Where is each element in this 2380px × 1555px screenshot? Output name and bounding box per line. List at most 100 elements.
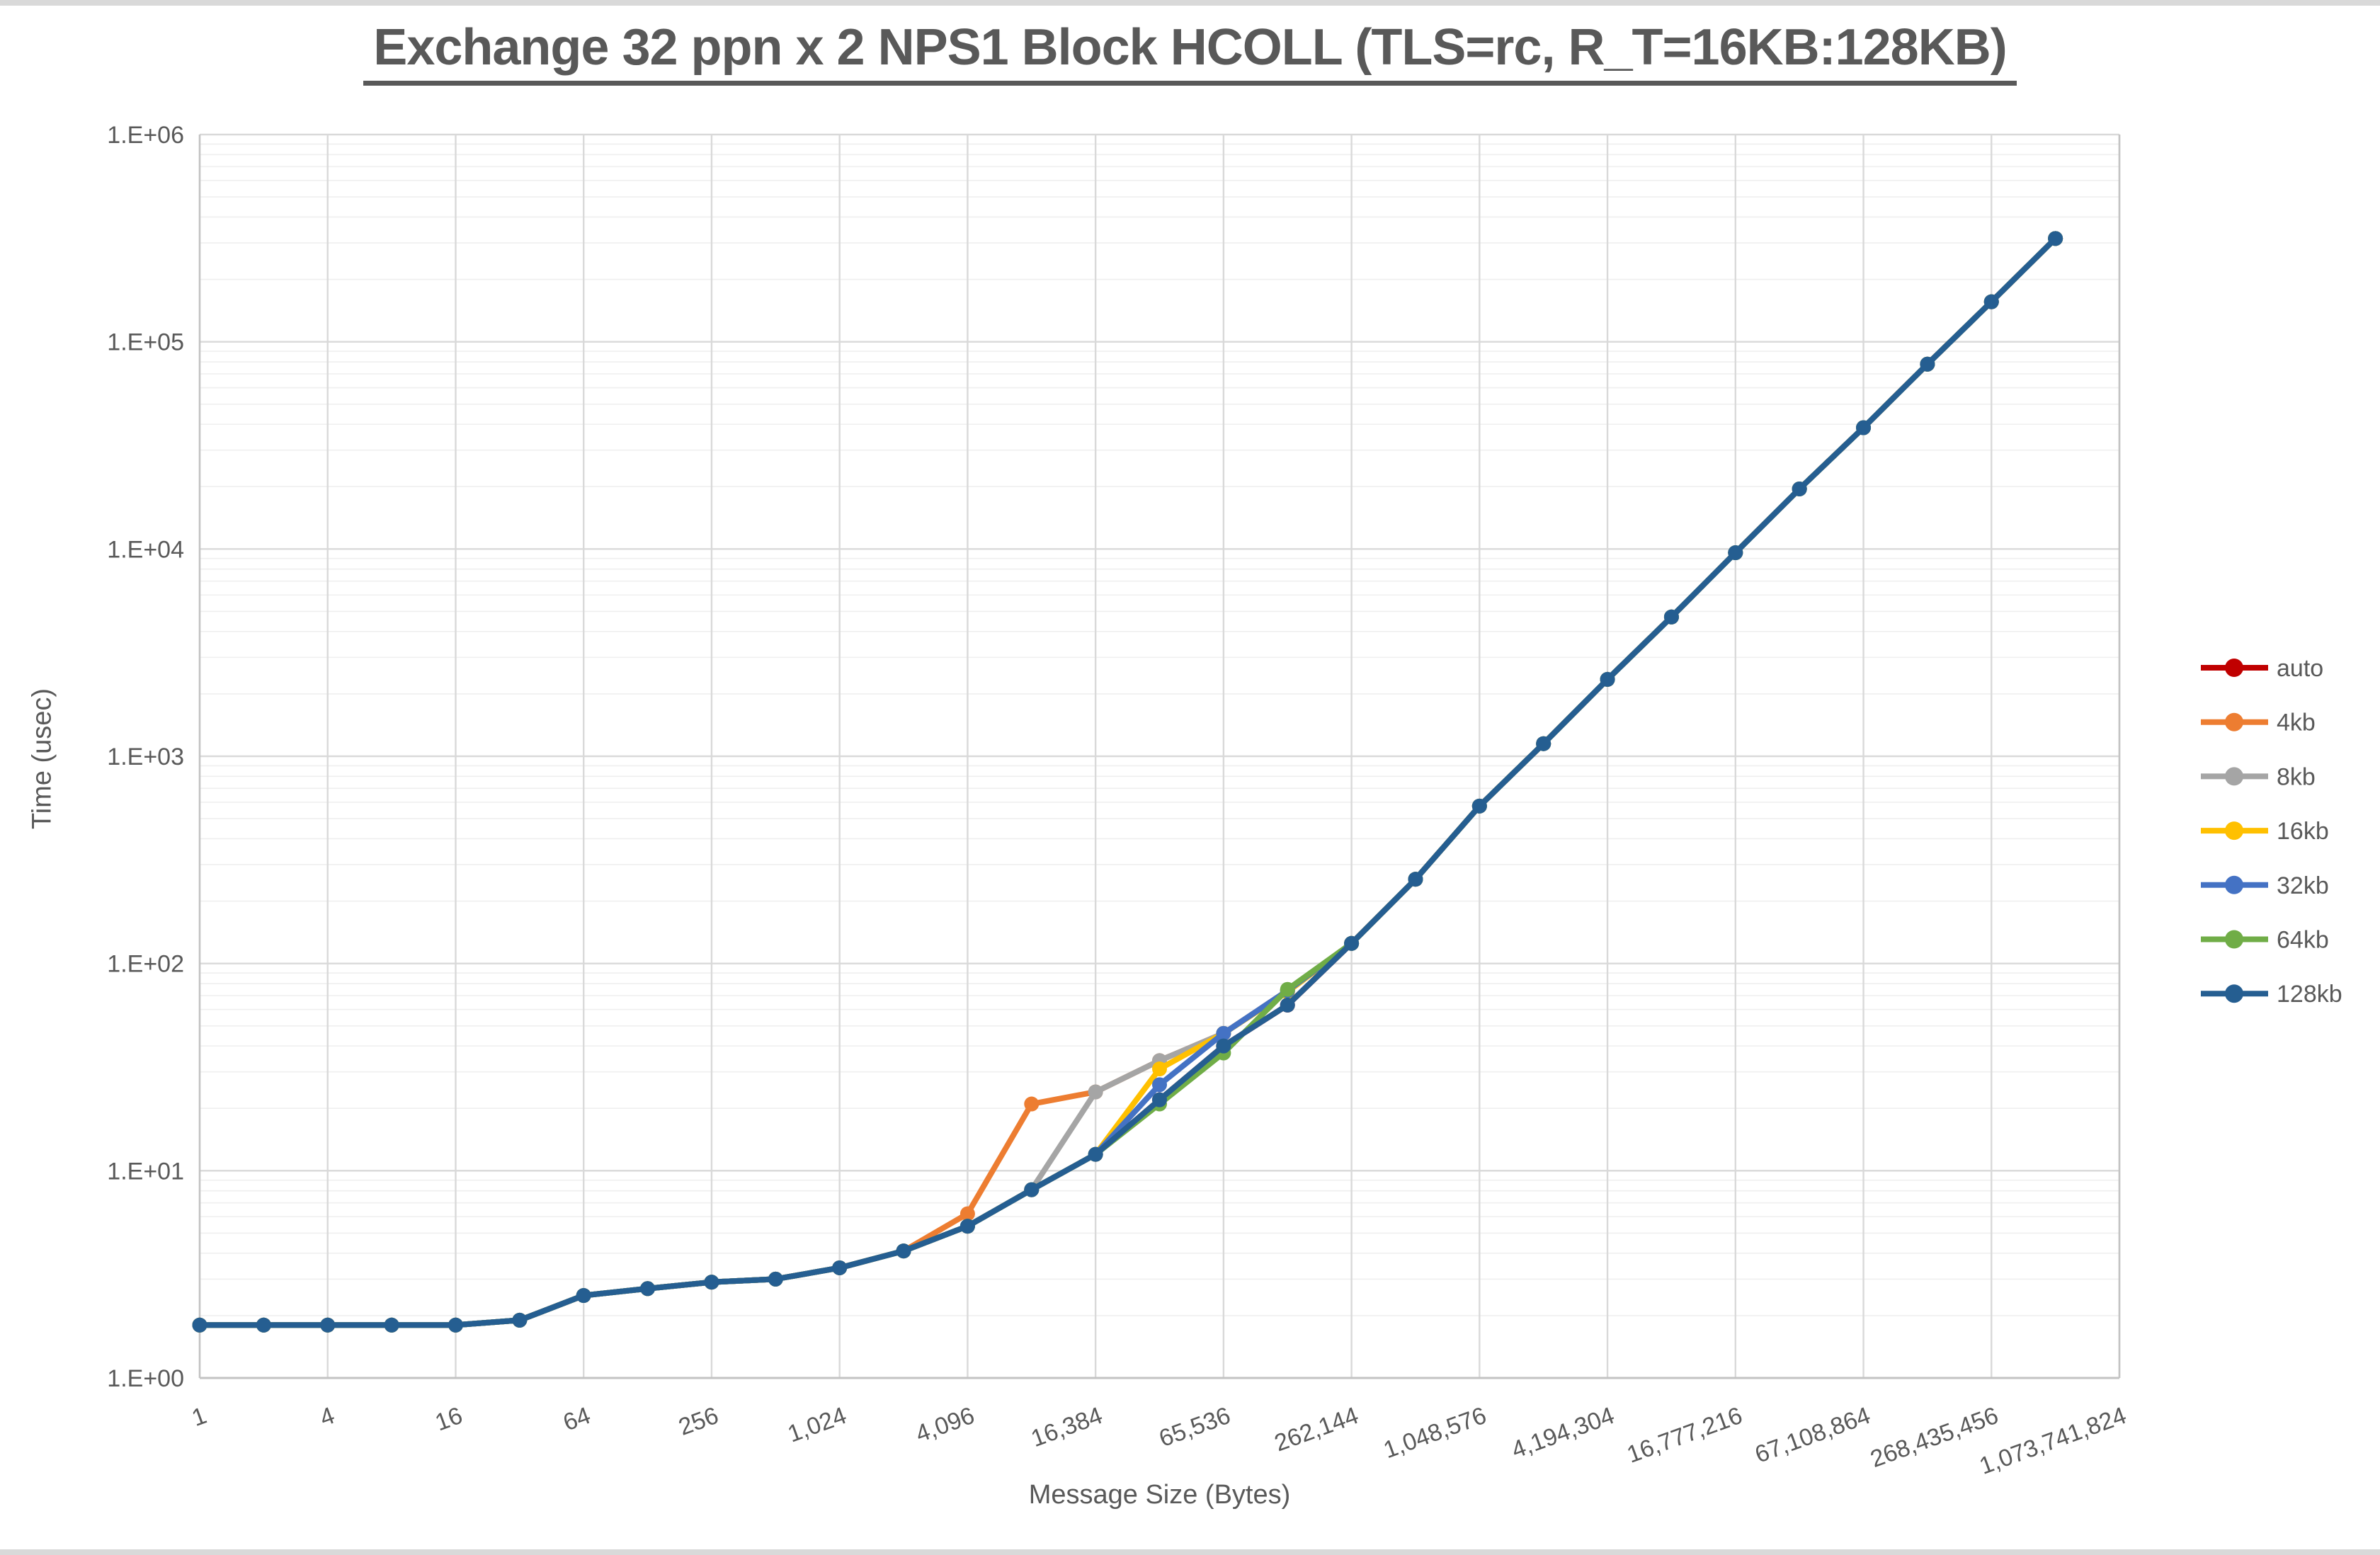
series-64kb[interactable] <box>192 231 2063 1333</box>
x-tick-label: 4 <box>317 1402 338 1432</box>
series-128kb-point[interactable] <box>1600 671 1615 687</box>
series-128kb-point[interactable] <box>1152 1092 1167 1107</box>
legend: auto 4kb 8kb 16kb 32kb 64kb 128kb <box>2201 655 2342 1008</box>
legend-label: 128kb <box>2277 981 2342 1008</box>
series-128kb-point[interactable] <box>2048 231 2063 246</box>
legend-marker-dot <box>2225 930 2243 949</box>
series-128kb-point[interactable] <box>1471 798 1487 814</box>
series-128kb-point[interactable] <box>1792 481 1807 496</box>
legend-item-16kb[interactable]: 16kb <box>2201 818 2329 845</box>
legend-label: 16kb <box>2277 818 2329 845</box>
bottom-edge-strip <box>0 1549 2380 1555</box>
series-4kb-point[interactable] <box>960 1206 975 1221</box>
legend-marker-dot <box>2225 767 2243 786</box>
legend-item-128kb[interactable]: 128kb <box>2201 981 2342 1008</box>
axis-lines <box>198 135 2121 1379</box>
x-tick-label: 4,194,304 <box>1508 1402 1618 1464</box>
legend-item-64kb[interactable]: 64kb <box>2201 927 2329 954</box>
series-4kb-line[interactable] <box>197 235 2059 1328</box>
minor-gridlines <box>200 143 2119 1316</box>
series-128kb-point[interactable] <box>1216 1038 1231 1054</box>
series-16kb-point[interactable] <box>1152 1061 1167 1077</box>
series-128kb-point[interactable] <box>832 1260 848 1275</box>
series-64kb-line[interactable] <box>197 235 2059 1328</box>
y-tick-label: 1.E+05 <box>107 329 184 356</box>
series-32kb[interactable] <box>192 231 2063 1333</box>
top-edge-strip <box>0 0 2380 6</box>
series-128kb-point[interactable] <box>1728 545 1743 561</box>
series-128kb-point[interactable] <box>1536 736 1551 751</box>
y-tick-label: 1.E+06 <box>107 122 184 149</box>
series-32kb-line[interactable] <box>197 235 2059 1328</box>
legend-label: auto <box>2277 655 2323 682</box>
series-128kb-point[interactable] <box>192 1317 207 1333</box>
series-128kb-point[interactable] <box>1344 935 1360 951</box>
y-tick-label: 1.E+04 <box>107 536 184 563</box>
legend-label: 8kb <box>2277 763 2316 790</box>
series-128kb-point[interactable] <box>768 1271 783 1287</box>
y-tick-label: 1.E+02 <box>107 951 184 978</box>
series-32kb-point[interactable] <box>1216 1025 1231 1041</box>
series-128kb-point[interactable] <box>1983 294 1999 309</box>
series-128kb-point[interactable] <box>1024 1182 1040 1197</box>
x-tick-label: 16,384 <box>1027 1402 1106 1452</box>
series-16kb-line[interactable] <box>197 235 2059 1328</box>
series-128kb-point[interactable] <box>256 1317 271 1333</box>
series-32kb-point[interactable] <box>1152 1077 1167 1093</box>
series-128kb-point[interactable] <box>384 1317 399 1333</box>
legend-marker-dot <box>2225 659 2243 677</box>
legend-item-32kb[interactable]: 32kb <box>2201 872 2329 899</box>
legend-item-8kb[interactable]: 8kb <box>2201 763 2316 790</box>
series-128kb-point[interactable] <box>448 1317 463 1333</box>
series-128kb-point[interactable] <box>320 1317 336 1333</box>
y-tick-label: 1.E+00 <box>107 1365 184 1392</box>
x-tick-label: 1,048,576 <box>1380 1402 1490 1464</box>
chart-title: Exchange 32 ppn x 2 NPS1 Block HCOLL (TL… <box>363 18 2017 86</box>
x-tick-label: 1 <box>188 1402 210 1432</box>
legend-marker-dot <box>2225 821 2243 841</box>
chart-title-container: Exchange 32 ppn x 2 NPS1 Block HCOLL (TL… <box>0 18 2380 86</box>
series-128kb-point[interactable] <box>512 1312 528 1328</box>
legend-label: 4kb <box>2277 710 2316 736</box>
x-tick-label: 16,777,216 <box>1624 1402 1746 1469</box>
series-128kb-point[interactable] <box>1280 997 1295 1013</box>
legend-marker-dot <box>2225 984 2243 1003</box>
x-tick-label: 1,073,741,824 <box>1976 1402 2129 1480</box>
series-128kb-point[interactable] <box>1856 420 1872 435</box>
series-16kb[interactable] <box>192 231 2063 1333</box>
series-64kb-point[interactable] <box>1280 981 1295 997</box>
series-4kb[interactable] <box>192 231 2063 1333</box>
major-gridlines <box>200 133 2121 1379</box>
series-auto-line[interactable] <box>197 235 2059 1328</box>
series-128kb-point[interactable] <box>576 1288 591 1304</box>
x-tick-label: 4,096 <box>912 1402 978 1448</box>
series-128kb[interactable] <box>192 231 2063 1333</box>
series-8kb[interactable] <box>192 231 2063 1333</box>
series-128kb-point[interactable] <box>1408 872 1423 887</box>
series-128kb-point[interactable] <box>1920 356 1935 372</box>
y-tick-label: 1.E+03 <box>107 744 184 770</box>
series-128kb-point[interactable] <box>640 1281 656 1297</box>
series-128kb-point[interactable] <box>1663 609 1679 625</box>
series-128kb-line[interactable] <box>197 235 2059 1328</box>
x-tick-label: 64 <box>559 1402 594 1437</box>
series-auto[interactable] <box>192 231 2063 1333</box>
x-tick-label: 65,536 <box>1156 1402 1234 1452</box>
series-128kb-point[interactable] <box>704 1275 719 1290</box>
series-8kb-line[interactable] <box>197 235 2059 1328</box>
legend-label: 32kb <box>2277 872 2329 899</box>
y-tick-label: 1.E+01 <box>107 1158 184 1185</box>
legend-item-4kb[interactable]: 4kb <box>2201 710 2316 736</box>
legend-marker-dot <box>2225 712 2243 731</box>
series-128kb-point[interactable] <box>1088 1146 1103 1162</box>
legend-marker-dot <box>2225 875 2243 894</box>
x-tick-label: 67,108,864 <box>1751 1402 1874 1469</box>
series-128kb-point[interactable] <box>896 1243 911 1259</box>
series-128kb-point[interactable] <box>960 1219 975 1234</box>
x-tick-label: 262,144 <box>1271 1402 1362 1457</box>
legend-item-auto[interactable]: auto <box>2201 655 2323 682</box>
series-4kb-point[interactable] <box>1024 1096 1040 1112</box>
series-8kb-point[interactable] <box>1088 1084 1103 1100</box>
